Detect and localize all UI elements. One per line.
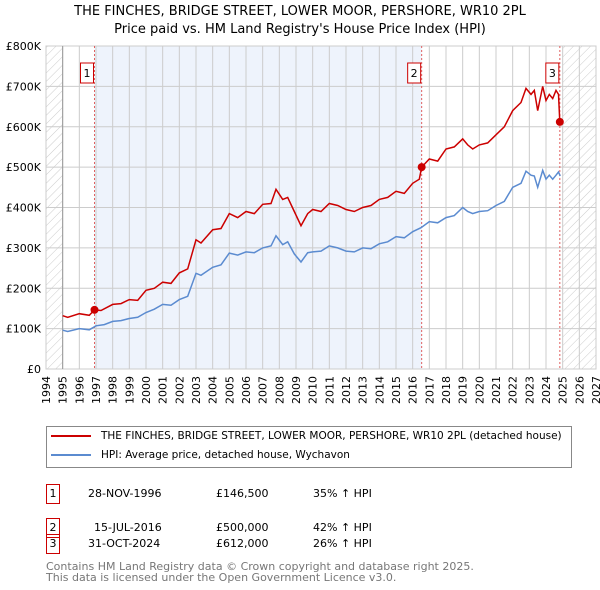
legend-blue-line <box>51 454 91 456</box>
x-tick-label: 2010 <box>307 376 320 404</box>
footer: Contains HM Land Registry data © Crown c… <box>46 561 474 583</box>
x-tick-label: 2021 <box>490 376 503 404</box>
plot-border <box>45 45 597 370</box>
y-tick-label: £300K <box>6 242 42 255</box>
x-tick-label: 1996 <box>73 376 86 404</box>
hpi-line <box>62 168 561 333</box>
x-tick-label: 2011 <box>323 376 336 404</box>
x-tick-label: 2013 <box>357 376 370 404</box>
sale-point <box>417 163 426 172</box>
sale-label: 3 <box>549 67 556 80</box>
x-tick-label: 1997 <box>90 376 103 404</box>
footer-line-1: Contains HM Land Registry data © Crown c… <box>46 560 474 573</box>
sale-label: 2 <box>411 67 418 80</box>
table-row: 2 15-JUL-2016 £500,000 42% ↑ HPI <box>46 518 546 538</box>
y-tick-label: £500K <box>6 161 42 174</box>
sale-hpi: 26% ↑ HPI <box>313 537 372 550</box>
x-tick-label: 2025 <box>557 376 570 404</box>
sale-hpi: 42% ↑ HPI <box>313 521 372 534</box>
y-tick-label: £600K <box>6 121 42 134</box>
price-paid-line <box>62 86 561 319</box>
x-tick-label: 2000 <box>140 376 153 404</box>
x-tick-label: 2027 <box>590 376 600 404</box>
x-tick-label: 2008 <box>273 376 286 404</box>
table-row: 1 28-NOV-1996 £146,500 35% ↑ HPI <box>46 484 546 504</box>
x-tick-label: 2020 <box>473 376 486 404</box>
y-tick-label: £100K <box>6 323 42 336</box>
x-tick-label: 2026 <box>573 376 586 404</box>
sale-badge: 1 <box>46 484 60 504</box>
sale-point <box>555 117 564 126</box>
sale-point <box>90 305 99 314</box>
x-tick-label: 2007 <box>257 376 270 404</box>
y-tick-label: £700K <box>6 80 42 93</box>
x-tick-label: 2014 <box>373 376 386 404</box>
y-tick-label: £400K <box>6 202 42 215</box>
x-tick-label: 2019 <box>457 376 470 404</box>
y-tick-label: £0 <box>27 363 41 376</box>
sale-date: 31-OCT-2024 <box>88 537 161 550</box>
legend-property: THE FINCHES, BRIDGE STREET, LOWER MOOR, … <box>101 430 562 442</box>
y-tick-label: £800K <box>6 40 42 53</box>
sale-label-box <box>80 62 94 84</box>
sale-label: 1 <box>84 67 91 80</box>
x-tick-label: 2018 <box>440 376 453 404</box>
x-tick-label: 1999 <box>123 376 136 404</box>
legend: THE FINCHES, BRIDGE STREET, LOWER MOOR, … <box>46 426 572 468</box>
sale-date: 15-JUL-2016 <box>94 521 162 534</box>
x-tick-label: 1994 <box>40 376 53 404</box>
sale-price: £612,000 <box>216 537 269 550</box>
x-tick-label: 2015 <box>390 376 403 404</box>
x-tick-label: 1998 <box>107 376 120 404</box>
sale-label-box <box>545 62 560 84</box>
x-tick-label: 2024 <box>540 376 553 404</box>
x-tick-label: 2016 <box>407 376 420 404</box>
y-tick-label: £200K <box>6 282 42 295</box>
x-tick-label: 2003 <box>190 376 203 404</box>
chart-title: THE FINCHES, BRIDGE STREET, LOWER MOOR, … <box>74 4 526 19</box>
footer-line-2: This data is licensed under the Open Gov… <box>46 571 397 584</box>
sale-badge: 2 <box>46 518 60 538</box>
x-tick-label: 2004 <box>207 376 220 404</box>
line-chart: 1994 1995 1996 1997 1998 1999 2000 2001 2002 2003… <box>6 40 600 404</box>
sale-label-box <box>407 62 422 84</box>
x-tick-label: 2002 <box>173 376 186 404</box>
legend-red-line <box>51 435 91 437</box>
x-tick-label: 2009 <box>290 376 303 404</box>
x-tick-label: 2023 <box>523 376 536 404</box>
sale-price: £146,500 <box>216 487 269 500</box>
sale-badge: 3 <box>46 534 60 554</box>
table-row: 3 31-OCT-2024 £612,000 26% ↑ HPI <box>46 534 546 572</box>
sale-hpi: 35% ↑ HPI <box>313 487 372 500</box>
legend-hpi: HPI: Average price, detached house, Wych… <box>101 449 350 461</box>
x-tick-label: 1995 <box>57 376 70 404</box>
x-tick-label: 2001 <box>157 376 170 404</box>
x-tick-label: 2006 <box>240 376 253 404</box>
chart-subtitle: Price paid vs. HM Land Registry's House … <box>114 22 486 37</box>
x-tick-label: 2017 <box>423 376 436 404</box>
x-tick-label: 2022 <box>507 376 520 404</box>
x-tick-label: 2012 <box>340 376 353 404</box>
sale-price: £500,000 <box>216 521 269 534</box>
sale-date: 28-NOV-1996 <box>88 487 162 500</box>
x-tick-label: 2005 <box>223 376 236 404</box>
